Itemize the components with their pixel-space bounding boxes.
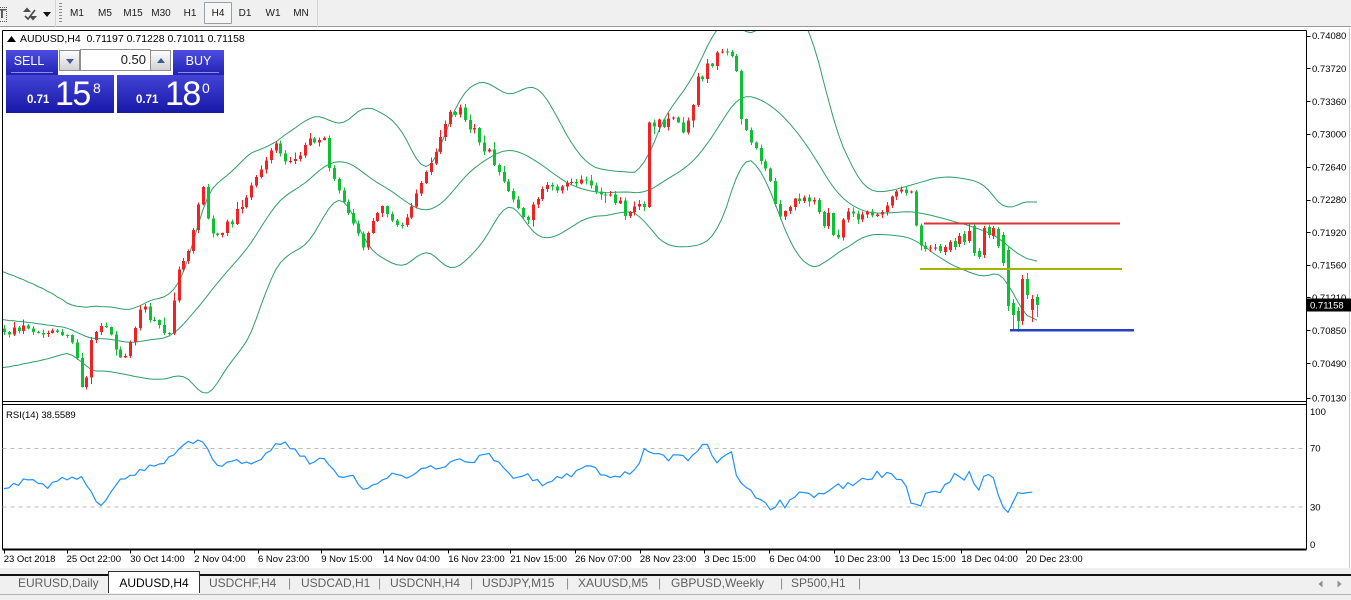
- svg-text:0.71210: 0.71210: [1312, 293, 1346, 304]
- svg-text:0.71158: 0.71158: [1310, 301, 1344, 312]
- svg-text:16 Nov 23:00: 16 Nov 23:00: [448, 554, 505, 565]
- svg-text:0.72640: 0.72640: [1312, 162, 1346, 173]
- svg-text:0.73000: 0.73000: [1312, 130, 1346, 141]
- svg-text:0.70130: 0.70130: [1312, 393, 1346, 404]
- svg-text:10 Dec 23:00: 10 Dec 23:00: [834, 554, 891, 565]
- svg-text:0.74080: 0.74080: [1312, 31, 1346, 42]
- svg-text:23 Oct 2018: 23 Oct 2018: [4, 554, 56, 565]
- svg-text:0.73720: 0.73720: [1312, 64, 1346, 75]
- svg-text:AUDUSD,H4 0.71197 0.71228 0.7: AUDUSD,H4 0.71197 0.71228 0.71011 0.7115…: [20, 33, 245, 45]
- svg-text:0.73360: 0.73360: [1312, 97, 1346, 108]
- svg-text:RSI(14) 38.5589: RSI(14) 38.5589: [6, 410, 76, 421]
- svg-text:18 Dec 04:00: 18 Dec 04:00: [961, 554, 1018, 565]
- svg-text:0: 0: [1310, 540, 1315, 551]
- svg-text:25 Oct 22:00: 25 Oct 22:00: [67, 554, 121, 565]
- svg-text:0.71920: 0.71920: [1312, 228, 1346, 239]
- svg-text:6 Nov 23:00: 6 Nov 23:00: [258, 554, 309, 565]
- svg-text:30 Oct 14:00: 30 Oct 14:00: [130, 554, 184, 565]
- svg-text:0.70850: 0.70850: [1312, 326, 1346, 337]
- svg-text:21 Nov 15:00: 21 Nov 15:00: [510, 554, 567, 565]
- svg-text:26 Nov 07:00: 26 Nov 07:00: [575, 554, 632, 565]
- svg-text:3 Dec 15:00: 3 Dec 15:00: [705, 554, 756, 565]
- svg-text:13 Dec 15:00: 13 Dec 15:00: [899, 554, 956, 565]
- svg-text:0.72280: 0.72280: [1312, 195, 1346, 206]
- svg-text:100: 100: [1310, 407, 1326, 418]
- svg-text:30: 30: [1310, 503, 1321, 514]
- svg-text:70: 70: [1310, 444, 1321, 455]
- svg-text:2 Nov 04:00: 2 Nov 04:00: [194, 554, 245, 565]
- svg-text:14 Nov 04:00: 14 Nov 04:00: [383, 554, 440, 565]
- svg-text:20 Dec 23:00: 20 Dec 23:00: [1026, 554, 1083, 565]
- svg-text:6 Dec 04:00: 6 Dec 04:00: [769, 554, 820, 565]
- svg-text:0.71560: 0.71560: [1312, 261, 1346, 272]
- svg-text:28 Nov 23:00: 28 Nov 23:00: [640, 554, 697, 565]
- svg-text:0.70490: 0.70490: [1312, 359, 1346, 370]
- svg-text:9 Nov 15:00: 9 Nov 15:00: [321, 554, 372, 565]
